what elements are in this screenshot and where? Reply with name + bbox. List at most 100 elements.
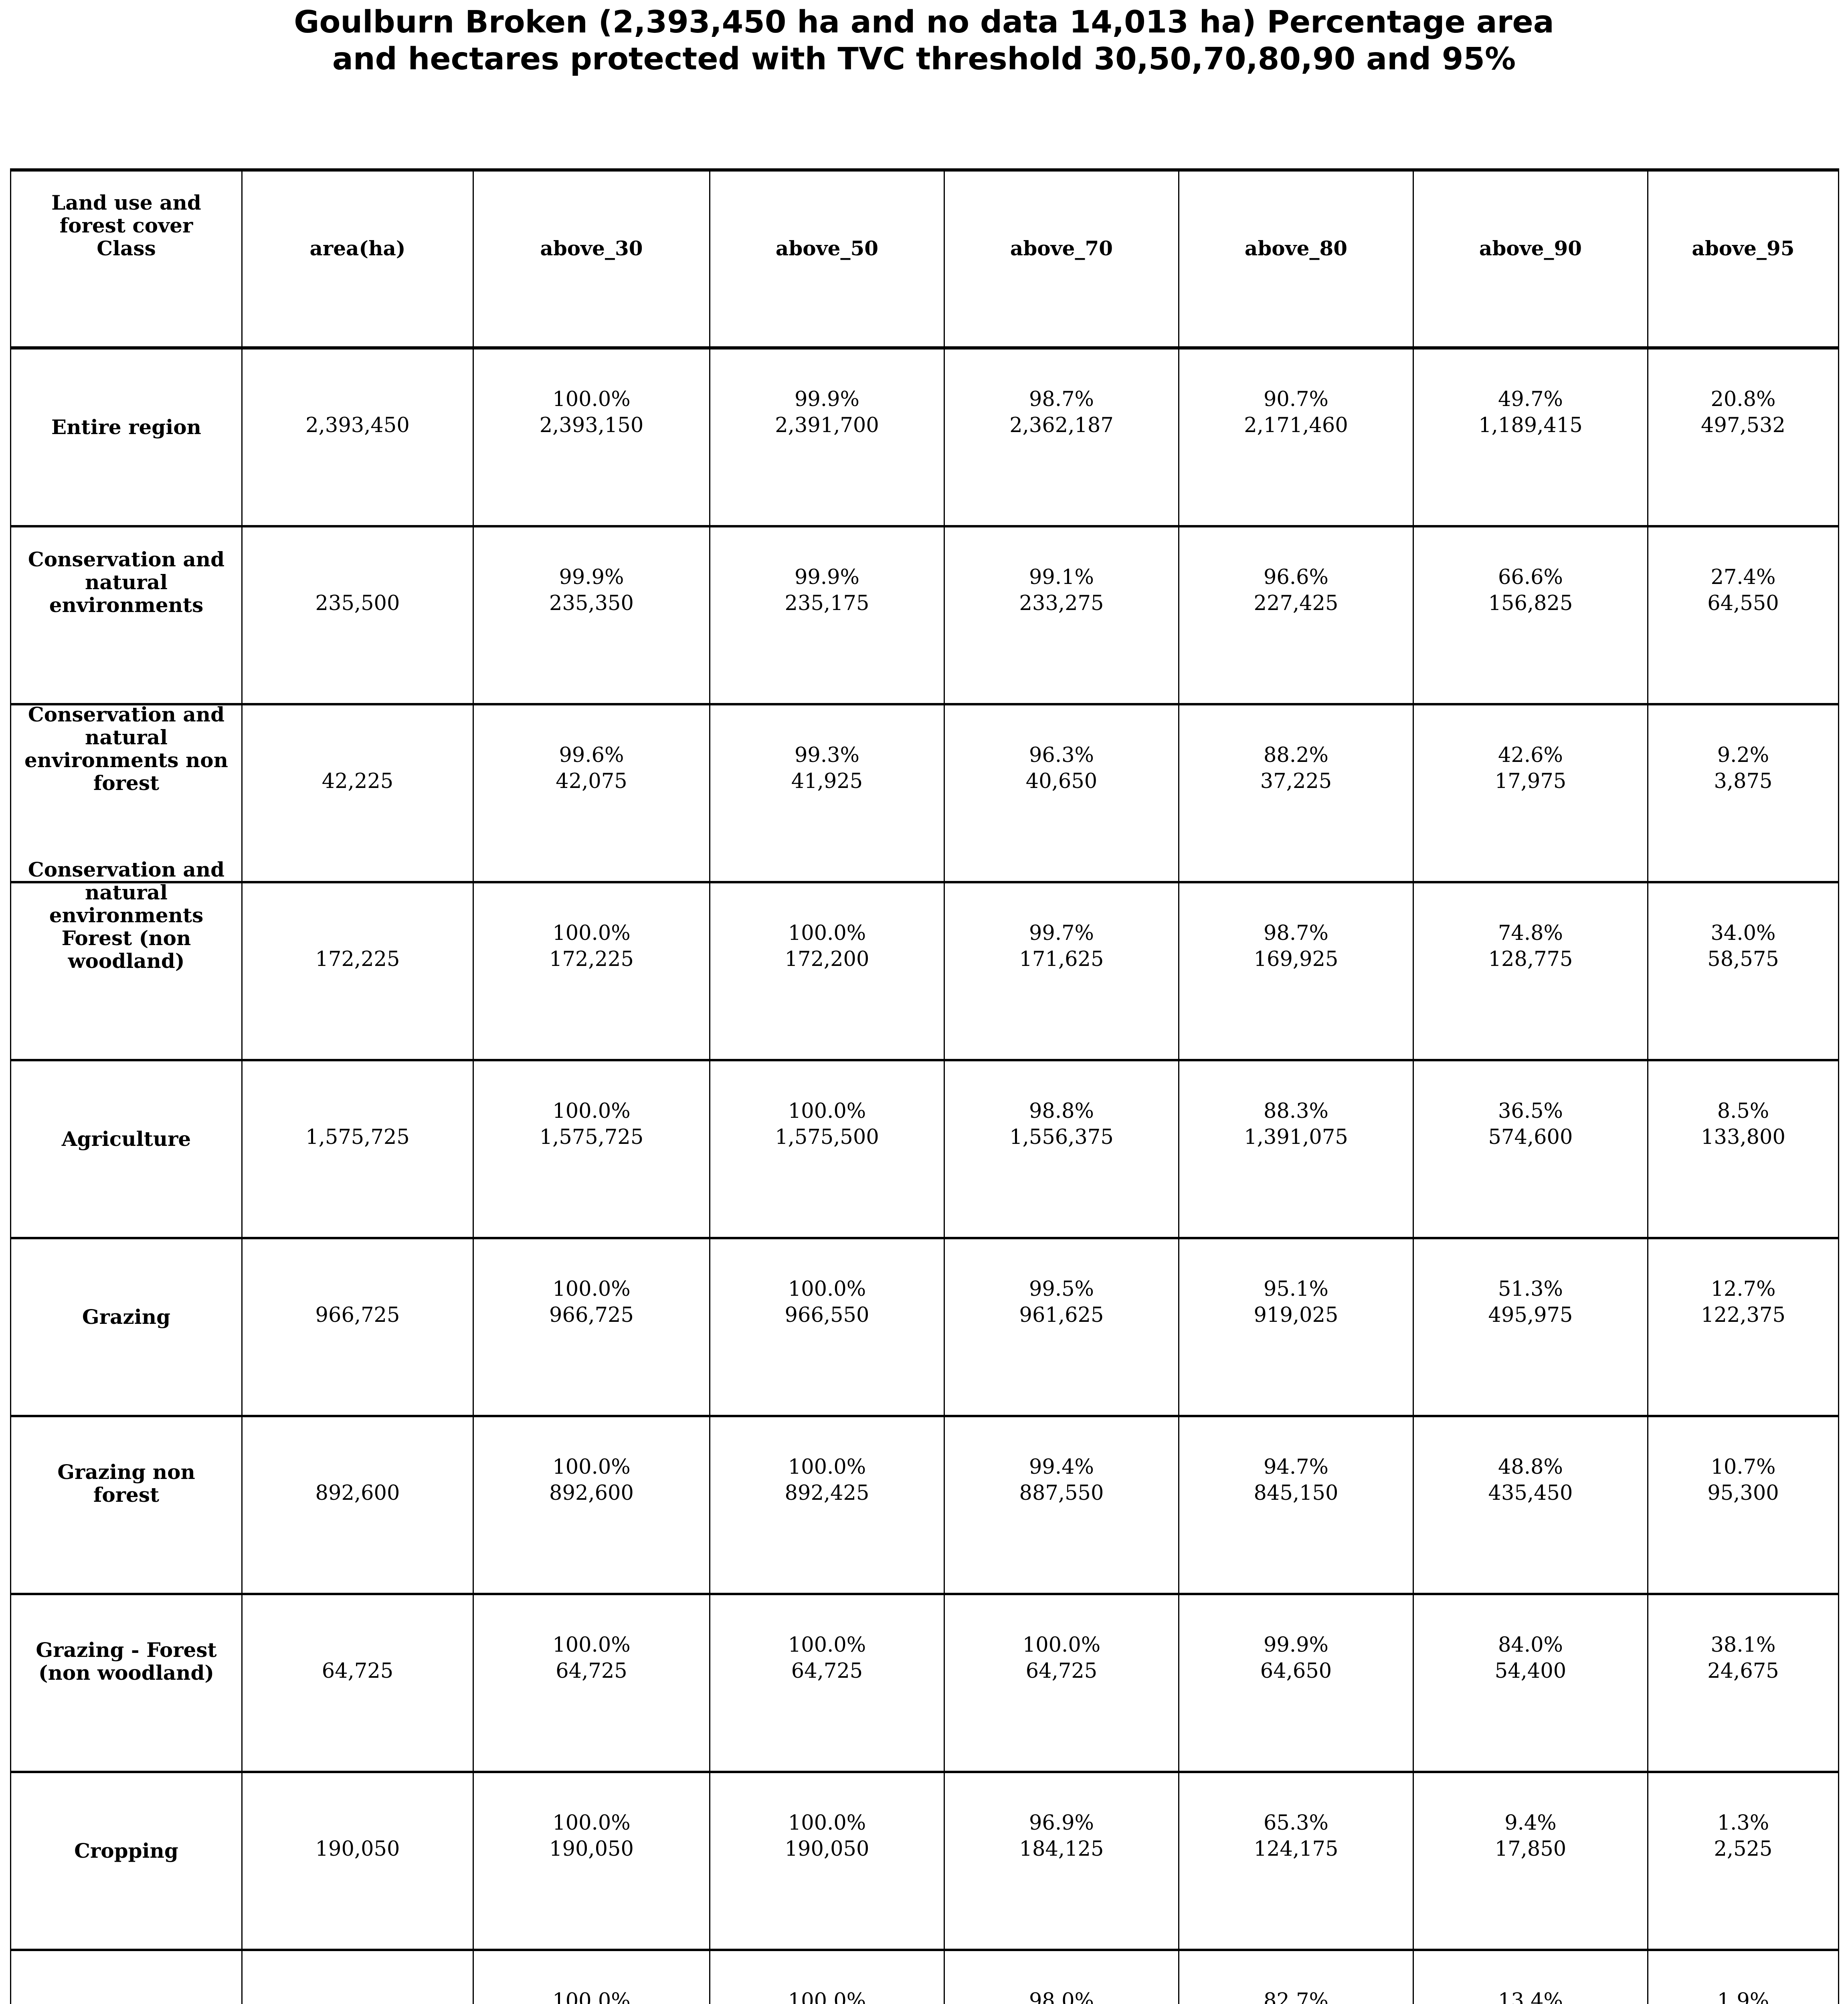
percent-value: 100.0% [788, 1099, 866, 1123]
percent-value: 1.3% [1717, 1811, 1769, 1835]
percent-value: 100.0% [552, 1633, 631, 1657]
percent-value: 100.0% [552, 1811, 631, 1835]
percent-value: 100.0% [788, 1633, 866, 1657]
percent-value: 96.9% [1029, 1811, 1094, 1835]
percent-value: 100.0% [552, 1455, 631, 1479]
area-cell: 235,500 [243, 527, 474, 703]
threshold-cell-content: 100.0% 1,575,725 [474, 1098, 709, 1150]
threshold-cell: 36.5% 574,600 [1414, 1061, 1648, 1237]
column-header-cell: above_90 [1414, 172, 1648, 346]
column-header-label: above_80 [1244, 236, 1348, 260]
threshold-cell-content: 36.5% 574,600 [1414, 1098, 1647, 1150]
threshold-cell: 9.2% 3,875 [1648, 705, 1839, 881]
percent-value: 100.0% [552, 1277, 631, 1301]
threshold-cell-content: 99.9% 2,391,700 [710, 386, 944, 438]
threshold-cell: 20.8% 497,532 [1648, 349, 1839, 525]
area-cell: 1,575,725 [243, 1061, 474, 1237]
threshold-cell: 100.0% 190,050 [474, 1773, 710, 1949]
hectares-value: 892,600 [549, 1481, 634, 1505]
hectares-value: 2,525 [1714, 1837, 1773, 1861]
hectares-value: 235,175 [784, 592, 869, 615]
threshold-cell-content: 34.0% 58,575 [1648, 920, 1838, 972]
percent-value: 95.1% [1263, 1277, 1328, 1301]
row-label-cell: Conservation and natural environments Fo… [11, 858, 243, 1059]
threshold-cell: 38.1% 24,675 [1648, 1595, 1839, 1771]
threshold-cell: 99.9% 235,350 [474, 527, 710, 703]
row-label: Conservation and natural environments [28, 547, 225, 617]
threshold-cell: 99.9% 64,650 [1179, 1595, 1414, 1771]
threshold-cell: 96.6% 227,425 [1179, 527, 1414, 703]
hectares-value: 887,550 [1019, 1481, 1104, 1505]
percent-value: 98.8% [1029, 1099, 1094, 1123]
hectares-value: 133,800 [1701, 1125, 1785, 1149]
table-row: Irrigation 406,675 100.0% 406,675 100.0%… [11, 1951, 1839, 2004]
threshold-cell: 48.8% 435,450 [1414, 1417, 1648, 1593]
hectares-value: 961,625 [1019, 1303, 1104, 1327]
threshold-cell-content: 99.9% 235,175 [710, 564, 944, 616]
area-cell: 172,225 [243, 883, 474, 1059]
threshold-cell: 88.2% 37,225 [1179, 705, 1414, 881]
threshold-cell: 100.0% 64,725 [474, 1595, 710, 1771]
percent-value: 100.0% [788, 1811, 866, 1835]
area-value: 966,725 [315, 1303, 400, 1327]
hectares-value: 892,425 [784, 1481, 869, 1505]
threshold-cell: 9.4% 17,850 [1414, 1773, 1648, 1949]
area-value: 64,725 [321, 1659, 394, 1683]
area-value: 42,225 [321, 770, 394, 793]
hectares-value: 1,189,415 [1478, 414, 1583, 437]
threshold-cell-content: 99.7% 171,625 [945, 920, 1178, 972]
percent-value: 27.4% [1711, 566, 1776, 589]
percent-value: 98.0% [1029, 1989, 1094, 2004]
threshold-cell: 99.6% 42,075 [474, 705, 710, 881]
area-value: 190,050 [315, 1837, 400, 1861]
column-header-cell: above_80 [1179, 172, 1414, 346]
hectares-value: 24,675 [1707, 1659, 1779, 1683]
area-cell: 892,600 [243, 1417, 474, 1593]
hectares-value: 1,556,375 [1009, 1125, 1114, 1149]
percent-value: 84.0% [1498, 1633, 1563, 1657]
threshold-cell: 96.3% 40,650 [945, 705, 1179, 881]
hectares-value: 1,391,075 [1244, 1125, 1348, 1149]
percent-value: 99.1% [1029, 566, 1094, 589]
percent-value: 100.0% [788, 1989, 866, 2004]
column-header-cell: Land use and forest cover Class [11, 172, 243, 346]
threshold-cell: 1.3% 2,525 [1648, 1773, 1839, 1949]
percent-value: 100.0% [552, 1099, 631, 1123]
percent-value: 100.0% [1022, 1633, 1101, 1657]
threshold-cell: 90.7% 2,171,460 [1179, 349, 1414, 525]
area-value: 2,393,450 [305, 414, 410, 437]
threshold-cell-content: 48.8% 435,450 [1414, 1454, 1647, 1506]
threshold-cell: 99.5% 961,625 [945, 1239, 1179, 1415]
threshold-cell: 49.7% 1,189,415 [1414, 349, 1648, 525]
hectares-value: 233,275 [1019, 592, 1104, 615]
table-header-row: Land use and forest cover Class area(ha)… [11, 172, 1839, 349]
threshold-cell: 98.0% 398,475 [945, 1951, 1179, 2004]
threshold-cell-content: 95.1% 919,025 [1179, 1276, 1413, 1328]
hectares-value: 2,391,700 [775, 414, 879, 437]
percent-value: 94.7% [1263, 1455, 1328, 1479]
threshold-cell-content: 100.0% 892,425 [710, 1454, 944, 1506]
column-header-label: Land use and forest cover Class [51, 191, 201, 260]
area-cell: 2,393,450 [243, 349, 474, 525]
percent-value: 96.6% [1263, 566, 1328, 589]
area-cell: 406,675 [243, 1951, 474, 2004]
hectares-value: 64,725 [1025, 1659, 1098, 1683]
threshold-cell-content: 27.4% 64,550 [1648, 564, 1838, 616]
percent-value: 99.5% [1029, 1277, 1094, 1301]
row-label-cell: Grazing - Forest (non woodland) [11, 1595, 243, 1771]
column-header-label: above_30 [540, 236, 643, 260]
threshold-cell-content: 100.0% 966,725 [474, 1276, 709, 1328]
threshold-cell-content: 99.9% 64,650 [1179, 1632, 1413, 1684]
threshold-cell-content: 100.0% 64,725 [945, 1632, 1178, 1684]
hectares-value: 156,825 [1488, 592, 1573, 615]
hectares-value: 64,650 [1260, 1659, 1332, 1683]
column-header-label: above_70 [1010, 236, 1113, 260]
threshold-cell: 99.9% 235,175 [710, 527, 945, 703]
column-header-cell: above_50 [710, 172, 945, 346]
threshold-cell-content: 100.0% 966,550 [710, 1276, 944, 1328]
threshold-cell: 42.6% 17,975 [1414, 705, 1648, 881]
table-row: Grazing 966,725 100.0% 966,725 100.0% 96… [11, 1239, 1839, 1417]
threshold-cell: 27.4% 64,550 [1648, 527, 1839, 703]
hectares-value: 128,775 [1488, 947, 1573, 971]
threshold-cell: 12.7% 122,375 [1648, 1239, 1839, 1415]
